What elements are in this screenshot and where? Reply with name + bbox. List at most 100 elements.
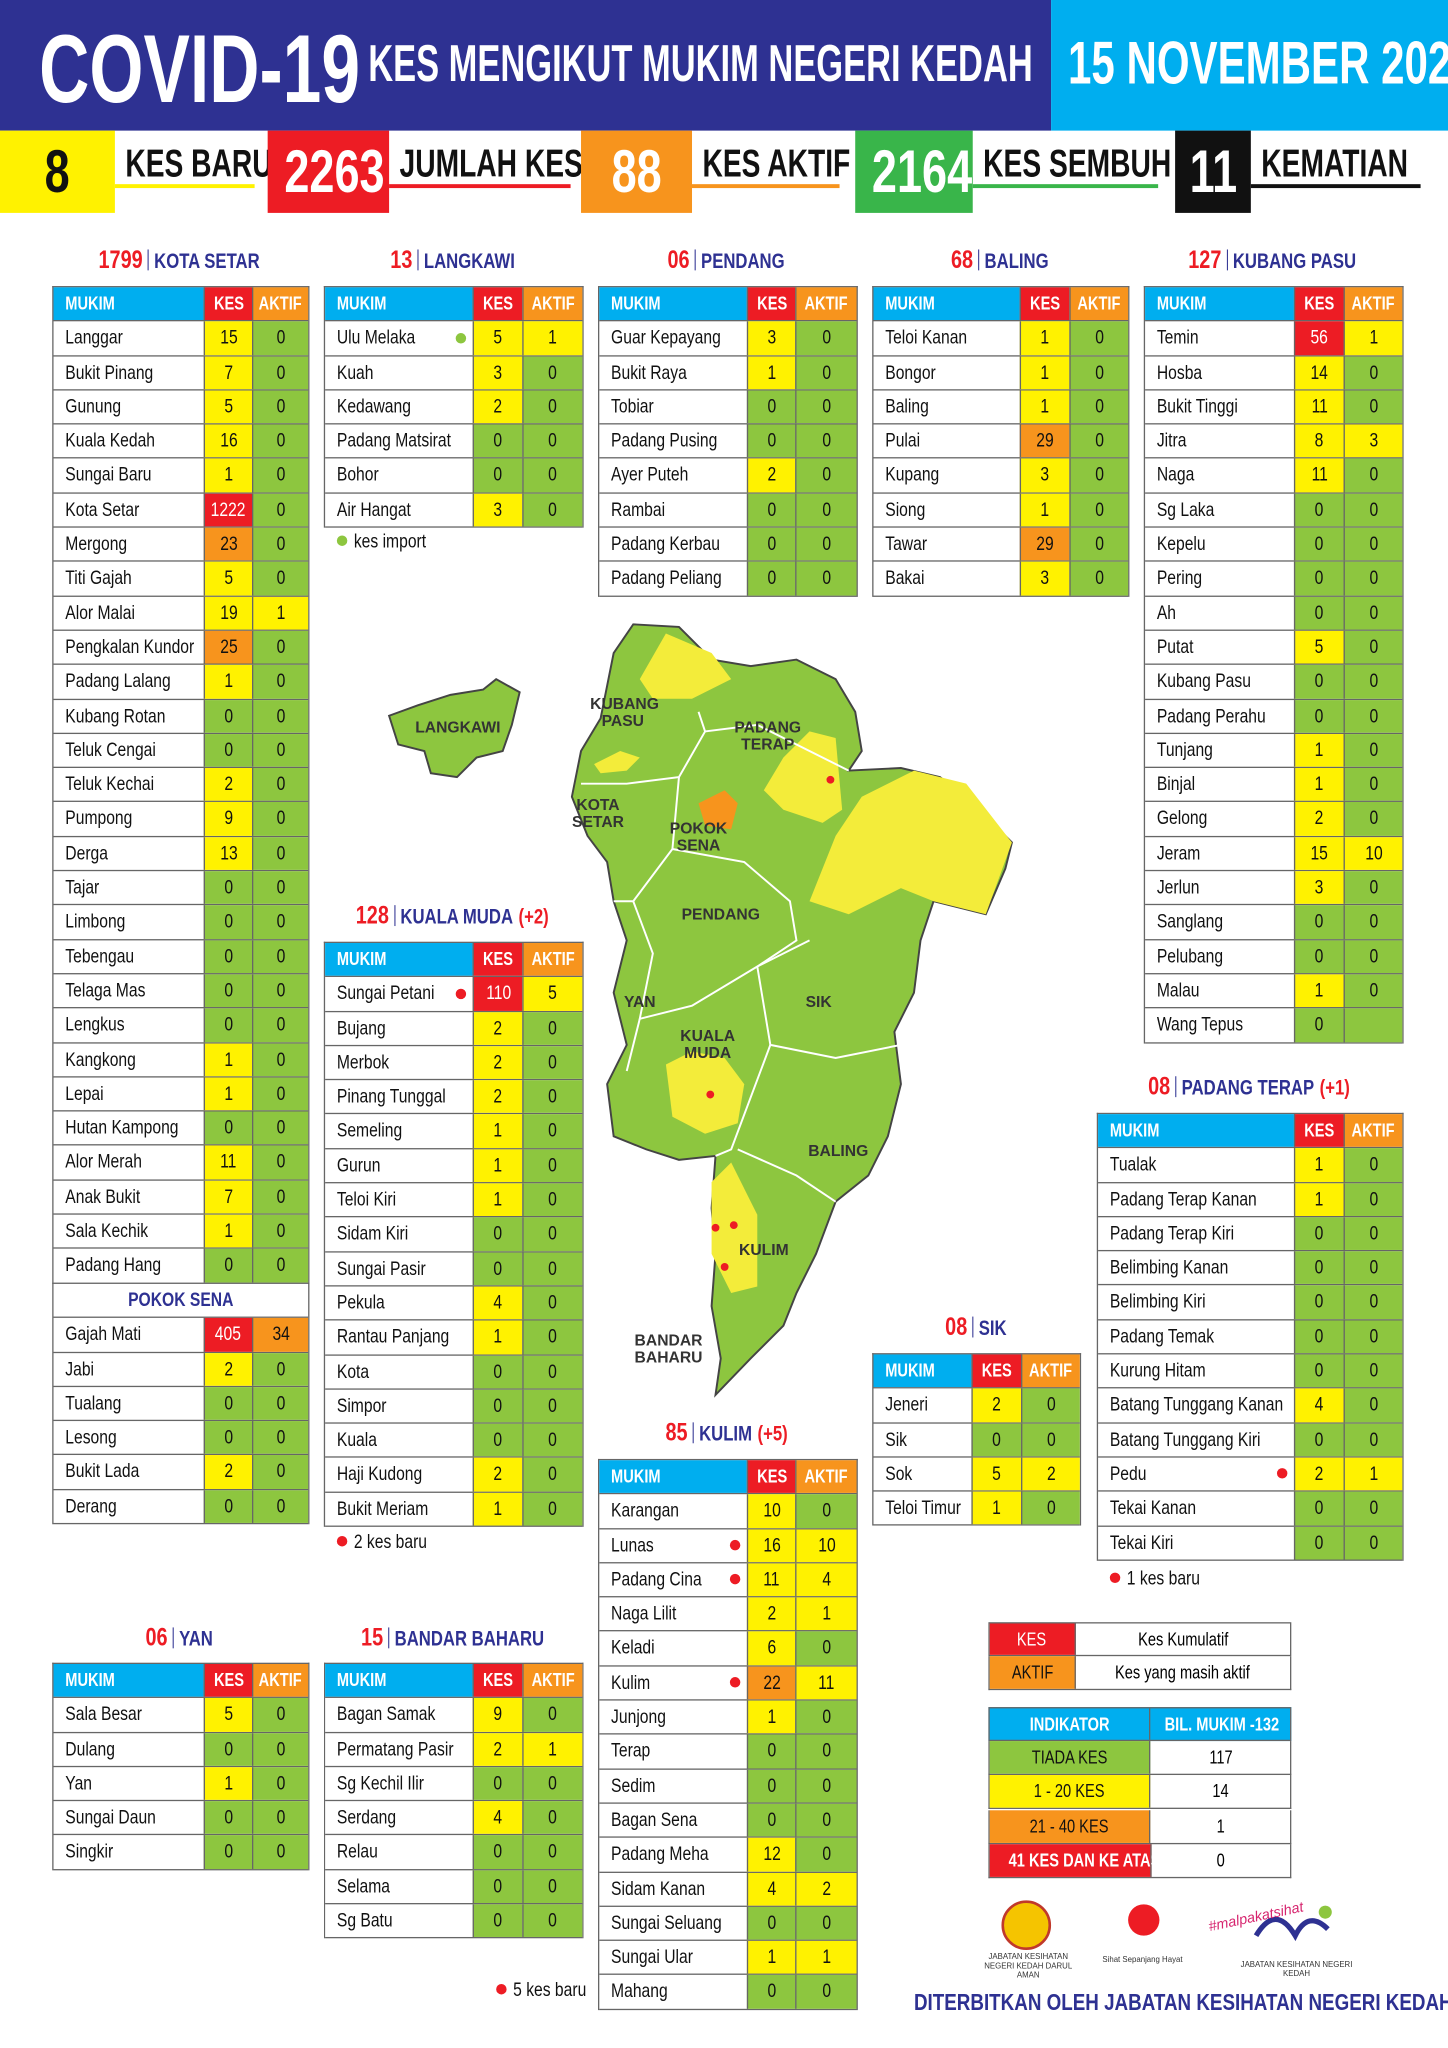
mukim-cell: Sidam Kiri — [325, 1218, 473, 1251]
aktif-cell: 0 — [1343, 1320, 1403, 1354]
kes-cell: 0 — [1293, 1491, 1344, 1525]
aktif-value: 1 — [822, 1946, 831, 1969]
table-header: MUKIM KES AKTIF — [53, 287, 309, 322]
aktif-cell: 0 — [1343, 493, 1403, 527]
table-row: Padang Cina 11 4 — [599, 1563, 857, 1598]
table-row: Teloi Kiri 1 0 — [325, 1183, 583, 1218]
summary-label-text: KES AKTIF — [702, 142, 851, 186]
aktif-value: 0 — [1369, 1188, 1378, 1211]
header-text: AKTIF — [1352, 292, 1396, 314]
kes-value: 2 — [992, 1394, 1002, 1417]
kes-value: 0 — [493, 1394, 503, 1417]
map-label: KOTA SETAR — [572, 795, 624, 831]
kes-value: 1 — [1040, 498, 1050, 521]
kes-value: 1222 — [211, 498, 246, 521]
table-row: Tunjang 1 0 — [1145, 733, 1403, 769]
kes-value: 2 — [493, 1463, 503, 1486]
kes-value: 0 — [1315, 567, 1324, 590]
kes-cell: 0 — [203, 1386, 252, 1420]
district-title-inner: 68 BALING — [951, 246, 1049, 279]
kes-value: 5 — [992, 1462, 1002, 1485]
aktif-cell: 0 — [522, 1870, 583, 1904]
kes-value: 11 — [1311, 395, 1328, 418]
table-row: Semeling 1 0 — [325, 1114, 583, 1150]
kes-value: 0 — [493, 1840, 503, 1864]
mukim-name: Naga — [1156, 464, 1195, 487]
table-row: Telaga Mas 0 0 — [53, 974, 309, 1009]
table-row: Bukit Raya 1 0 — [599, 356, 857, 391]
mukim-name: Teluk Kechai — [65, 773, 155, 796]
mukim-name: Pedu — [1109, 1462, 1147, 1486]
kes-value: 0 — [767, 1980, 777, 2003]
table-row: Wang Tepus 0 — [1145, 1008, 1403, 1043]
subtitle: KES MENGIKUT MUKIM NEGERI KEDAH — [368, 31, 1375, 96]
mukim-cell: Sala Besar — [54, 1698, 204, 1731]
mukim-cell: Kota Setar — [54, 493, 204, 526]
aktif-cell: 0 — [251, 1180, 309, 1214]
mukim-name: Padang Lalang — [65, 670, 171, 693]
aktif-value: 0 — [276, 1392, 286, 1415]
map-dots — [706, 775, 835, 1271]
kes-cell: 0 — [1293, 1008, 1344, 1042]
kes-cell: 3 — [1019, 562, 1070, 596]
kes-cell: 0 — [203, 1421, 252, 1455]
mukim-name: Baling — [885, 395, 929, 418]
mukim-name: Kepelu — [1156, 532, 1206, 556]
aktif-cell: 0 — [251, 390, 309, 424]
aktif-value: 0 — [276, 1426, 286, 1449]
aktif-cell — [1343, 1008, 1403, 1042]
kes-cell: 9 — [203, 802, 252, 836]
kes-value: 0 — [1315, 1222, 1324, 1245]
kes-cell: 0 — [1293, 699, 1344, 733]
aktif-cell: 0 — [251, 836, 309, 870]
aktif-cell: 0 — [251, 733, 309, 767]
mukim-name: Sidam Kanan — [611, 1877, 706, 1900]
table-row: Limbong 0 0 — [53, 905, 309, 940]
kes-value: 4 — [767, 1877, 777, 1900]
aktif-cell: 0 — [795, 527, 857, 561]
kes-cell: 0 — [1293, 905, 1344, 939]
mukim-cell: Padang Perahu — [1145, 700, 1294, 733]
title: COVID-19 — [39, 10, 485, 128]
header-cell: KES — [472, 943, 523, 977]
kes-cell: 0 — [1293, 1217, 1344, 1251]
aktif-cell: 0 — [522, 1389, 583, 1423]
mukim-cell: Kulim — [599, 1666, 747, 1699]
mukim-cell: Air Hangat — [325, 493, 473, 526]
header-cell: MUKIM — [53, 1663, 204, 1698]
kes-cell: 3 — [1019, 459, 1070, 493]
aktif-cell: 0 — [251, 939, 309, 973]
mukim-cell: Guar Kepayang — [599, 322, 747, 355]
mukim-name: Dulang — [65, 1737, 115, 1761]
kes-cell: 5 — [203, 562, 252, 596]
aktif-cell: 0 — [1343, 527, 1403, 561]
table-row: Sg Laka 0 0 — [1145, 493, 1403, 528]
district-title: 127 KUBANG PASU — [1105, 246, 1441, 279]
kes-cell: 3 — [472, 493, 523, 527]
aktif-value: 0 — [276, 979, 286, 1002]
kes-cell: 1 — [203, 459, 252, 493]
header-text: AKTIF — [531, 292, 575, 314]
summary-label-text: KES BARU — [125, 142, 273, 186]
mukim-cell: Sanglang — [1145, 906, 1294, 939]
mukim-name: Kubang Rotan — [65, 704, 166, 727]
header-text: KES — [483, 1669, 514, 1691]
kes-cell: 0 — [472, 1389, 523, 1423]
table-row: Jitra 8 3 — [1145, 424, 1403, 460]
mukim-name: Tawar — [885, 532, 928, 556]
mukim-name: Lengkus — [65, 1013, 125, 1037]
mukim-cell: Bukit Meriam — [325, 1493, 473, 1526]
indicator-value: 0 — [1152, 1844, 1290, 1877]
kes-value: 4 — [493, 1291, 503, 1314]
kes-value: 5 — [224, 1703, 233, 1726]
kes-cell: 1 — [1019, 356, 1070, 390]
aktif-cell: 0 — [1343, 1285, 1403, 1319]
aktif-value: 0 — [1369, 601, 1378, 624]
mukim-name: Lesong — [65, 1426, 117, 1449]
aktif-value: 0 — [822, 361, 831, 384]
kes-cell: 0 — [1293, 1423, 1344, 1457]
footnote-text: 2 kes baru — [353, 1530, 428, 1553]
header-cell: MUKIM — [325, 1663, 473, 1698]
mukim-cell: Ulu Melaka — [325, 322, 473, 355]
kes-value: 0 — [493, 429, 503, 453]
